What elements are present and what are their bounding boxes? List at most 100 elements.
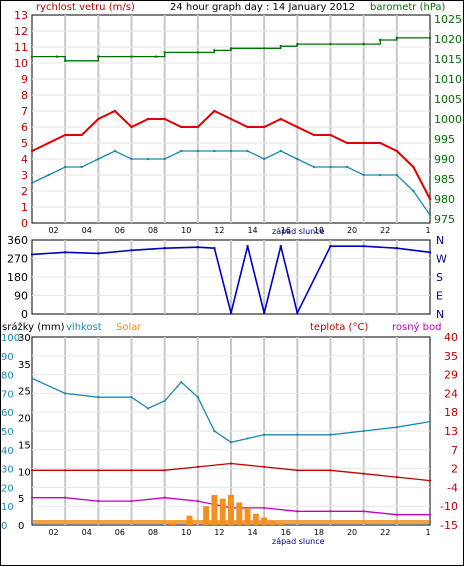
humidity-point bbox=[130, 396, 133, 399]
gust-point bbox=[97, 157, 100, 161]
temperature-point bbox=[229, 462, 233, 465]
temperature-point bbox=[30, 469, 34, 472]
solar-bar bbox=[228, 494, 234, 525]
x-tick-label: 14 bbox=[247, 528, 257, 537]
direction-point bbox=[213, 247, 216, 250]
dewpoint-point bbox=[296, 510, 299, 513]
pressure-tick-label: 1020 bbox=[434, 33, 462, 46]
wind-tick-label: 8 bbox=[21, 89, 28, 102]
humidity-axis-title: vlhkost bbox=[66, 322, 102, 333]
temperature-tick-label: 29 bbox=[444, 369, 458, 382]
humidity-point bbox=[229, 441, 233, 444]
sunset-label-bottom: západ slunce bbox=[272, 537, 325, 546]
humidity-point bbox=[213, 429, 216, 433]
humidity-point bbox=[329, 433, 332, 436]
pressure-point bbox=[279, 45, 282, 48]
pressure-point bbox=[262, 47, 266, 50]
temperature-point bbox=[196, 465, 199, 468]
temperature-point bbox=[97, 469, 100, 472]
pressure-point bbox=[97, 55, 100, 58]
wind-pressure-panel: rychlost vetru (m/s) 24 hour graph day :… bbox=[14, 2, 462, 236]
wind-tick-label: 5 bbox=[21, 137, 28, 150]
x-tick-label: 12 bbox=[214, 226, 224, 235]
compass-tick-label: N bbox=[436, 308, 444, 321]
dewpoint-point bbox=[395, 513, 398, 516]
pressure-point bbox=[229, 47, 233, 50]
x-tick-label: 06 bbox=[115, 226, 125, 235]
x-tick-label: 10 bbox=[181, 528, 191, 537]
wind-point bbox=[262, 125, 266, 129]
wind-series-group bbox=[30, 36, 432, 217]
pressure-line bbox=[32, 37, 430, 62]
pressure-point bbox=[155, 55, 158, 58]
wind-point bbox=[362, 141, 365, 145]
wind-point bbox=[196, 125, 200, 129]
weather-series-group bbox=[30, 377, 432, 525]
direction-point bbox=[428, 251, 432, 254]
rain-axis-title: srážky (mm) bbox=[2, 321, 65, 333]
pressure-point bbox=[329, 42, 332, 46]
wind-tick-label: 2 bbox=[21, 185, 28, 198]
x-tick-label: 20 bbox=[347, 226, 357, 235]
compass-tick-label: S bbox=[436, 271, 443, 284]
direction-point bbox=[262, 311, 266, 315]
wind-point bbox=[412, 165, 415, 169]
solar-bar bbox=[219, 498, 226, 525]
dewpoint-point bbox=[428, 513, 432, 516]
pressure-tick-label: 1010 bbox=[434, 73, 462, 86]
temperature-axis-title: teplota (°C) bbox=[310, 322, 368, 333]
humidity-tick-label: 15 bbox=[18, 440, 31, 451]
solar-baseline-bar bbox=[33, 520, 429, 524]
gust-point bbox=[213, 149, 216, 153]
temperature-tick-label: 13 bbox=[444, 425, 458, 438]
rain-tick-label: 30 bbox=[1, 465, 14, 476]
direction-tick-label: 360 bbox=[7, 234, 28, 247]
temperature-tick-label: -10 bbox=[440, 500, 458, 513]
x-tick-label: 08 bbox=[148, 226, 158, 235]
temperature-point bbox=[64, 469, 67, 472]
x-tick-label: 20 bbox=[347, 528, 357, 537]
pressure-point bbox=[55, 55, 59, 58]
x-tick-label: 18 bbox=[314, 528, 324, 537]
gust-point bbox=[30, 181, 34, 185]
wind-point bbox=[97, 117, 100, 121]
gust-point bbox=[428, 213, 432, 217]
wind-point bbox=[312, 133, 316, 137]
humidity-tick-label: 5 bbox=[18, 494, 24, 505]
direction-line bbox=[31, 245, 431, 316]
wind-point bbox=[113, 109, 117, 113]
direction-point bbox=[296, 311, 299, 315]
temperature-right-axis: 40 35 29 24 18 13 7 2 -4 -10 -15 bbox=[440, 331, 458, 532]
wind-tick-label: 7 bbox=[21, 105, 28, 118]
pressure-tick-label: 990 bbox=[434, 153, 455, 166]
compass-tick-label: E bbox=[436, 290, 443, 303]
direction-point bbox=[97, 252, 100, 255]
wind-tick-label: 9 bbox=[21, 73, 28, 86]
temperature-point bbox=[329, 469, 332, 472]
x-tick-label: 06 bbox=[115, 528, 125, 537]
solar-bar bbox=[244, 508, 251, 525]
humidity-point bbox=[296, 433, 299, 436]
humidity-point bbox=[97, 396, 100, 399]
x-tick-label: 22 bbox=[380, 528, 390, 537]
pressure-tick-label: 1025 bbox=[434, 13, 462, 26]
rain-tick-label: 90 bbox=[1, 352, 14, 363]
direction-tick-label: 90 bbox=[14, 290, 28, 303]
temperature-tick-label: 35 bbox=[444, 350, 458, 363]
pressure-point bbox=[362, 42, 365, 46]
gust-point bbox=[229, 149, 233, 153]
pressure-point bbox=[130, 55, 133, 58]
wind-tick-label: 4 bbox=[21, 153, 28, 166]
temperature-tick-label: -4 bbox=[447, 481, 458, 494]
pressure-point bbox=[379, 38, 382, 42]
wind-point bbox=[229, 117, 233, 121]
rain-tick-label: 70 bbox=[1, 389, 14, 400]
sunset-label-top: západ slunce bbox=[272, 227, 325, 236]
rain-tick-label: 60 bbox=[1, 408, 14, 419]
direction-series-group bbox=[30, 244, 432, 316]
temperature-point bbox=[428, 479, 432, 482]
x-tick-label: 16 bbox=[281, 226, 291, 235]
temperature-tick-label: 2 bbox=[451, 463, 458, 476]
wind-point bbox=[180, 125, 183, 129]
